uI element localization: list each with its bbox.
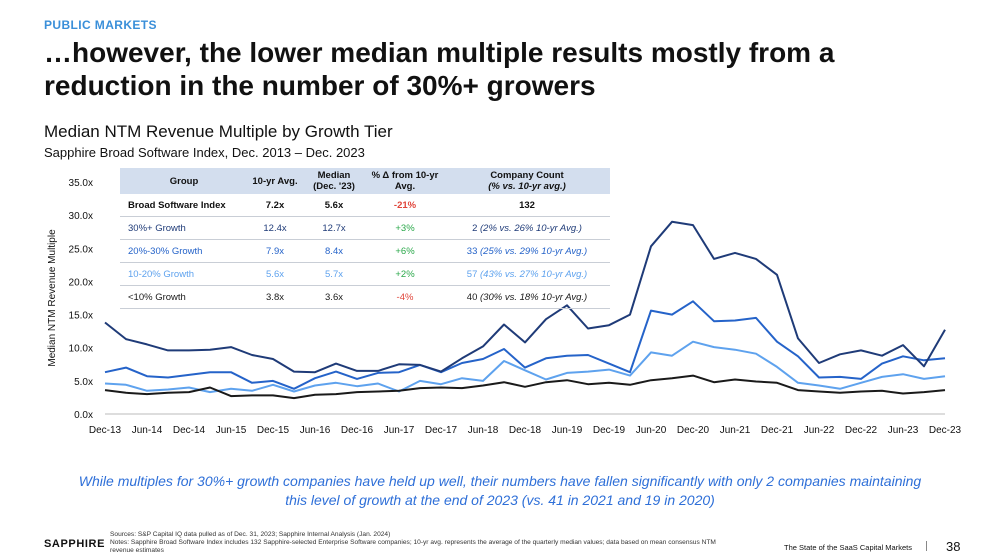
- x-tick-label: Jun-20: [636, 425, 667, 436]
- y-tick-label: 30.0x: [69, 211, 93, 222]
- series-line: [104, 374, 946, 400]
- page-title: …however, the lower median multiple resu…: [44, 37, 835, 101]
- footnote: Sources: S&P Capital IQ data pulled as o…: [110, 531, 740, 555]
- row-avg: 7.2x: [248, 194, 302, 217]
- table-header-row: Group 10-yr Avg. Median (Dec. '23) % Δ f…: [120, 168, 610, 194]
- x-tick-label: Dec-21: [761, 425, 794, 436]
- row-delta: +2%: [366, 262, 444, 286]
- row-median: 12.7x: [302, 216, 366, 240]
- row-group: Broad Software Index: [120, 194, 248, 217]
- footnote-notes: Notes: Sapphire Broad Software Index inc…: [110, 539, 716, 554]
- y-tick-label: 35.0x: [69, 178, 93, 189]
- col-header-delta: % Δ from 10-yr Avg.: [366, 168, 444, 194]
- y-axis-label: Median NTM Revenue Multiple: [47, 229, 58, 367]
- row-median: 5.6x: [302, 194, 366, 217]
- row-group: 20%-30% Growth: [120, 239, 248, 263]
- col-header-median: Median (Dec. '23): [302, 168, 366, 194]
- chart-subtitle: Sapphire Broad Software Index, Dec. 2013…: [44, 145, 365, 160]
- row-avg: 5.6x: [248, 262, 302, 286]
- footnote-source: Sources: S&P Capital IQ data pulled as o…: [110, 531, 391, 538]
- x-tick-label: Jun-18: [468, 425, 499, 436]
- y-tick-label: 15.0x: [69, 311, 93, 322]
- table-row: Broad Software Index 7.2x 5.6x -21% 132: [120, 194, 610, 217]
- x-tick-label: Dec-23: [929, 425, 962, 436]
- row-count: 40 (30% vs. 18% 10-yr Avg.): [444, 285, 610, 309]
- col-header-avg: 10-yr Avg.: [248, 168, 302, 194]
- row-median: 5.7x: [302, 262, 366, 286]
- row-delta: +6%: [366, 239, 444, 263]
- row-avg: 7.9x: [248, 239, 302, 263]
- row-count-note: (43% vs. 27% 10-yr Avg.): [480, 268, 588, 280]
- x-tick-label: Jun-16: [300, 425, 331, 436]
- row-count-value: 40: [466, 291, 478, 303]
- x-tick-label: Dec-17: [425, 425, 458, 436]
- row-count-note: (30% vs. 18% 10-yr Avg.): [480, 291, 588, 303]
- row-count-value: 132: [519, 199, 535, 211]
- y-tick-label: 5.0x: [74, 377, 93, 388]
- row-count-value: 2: [472, 222, 478, 234]
- y-tick-label: 25.0x: [69, 244, 93, 255]
- x-tick-label: Dec-20: [677, 425, 710, 436]
- x-tick-label: Dec-16: [341, 425, 374, 436]
- table-row: 10-20% Growth 5.6x 5.7x +2% 57 (43% vs. …: [120, 262, 610, 286]
- x-tick-label: Jun-22: [804, 425, 835, 436]
- x-tick-label: Jun-23: [888, 425, 919, 436]
- summary-callout: While multiples for 30%+ growth companie…: [78, 473, 922, 508]
- row-delta: -4%: [366, 285, 444, 309]
- row-count: 2 (2% vs. 26% 10-yr Avg.): [444, 216, 610, 240]
- report-title: The State of the SaaS Capital Markets: [784, 543, 912, 552]
- y-tick-label: 0.0x: [74, 410, 93, 421]
- col-header-count-title: Company Count: [490, 170, 564, 181]
- row-median: 3.6x: [302, 285, 366, 309]
- table-row: <10% Growth 3.8x 3.6x -4% 40 (30% vs. 18…: [120, 285, 610, 309]
- x-tick-label: Dec-13: [89, 425, 122, 436]
- series-line: [104, 340, 946, 394]
- page-number: 38: [946, 539, 961, 554]
- x-tick-label: Jun-15: [216, 425, 247, 436]
- row-avg: 3.8x: [248, 285, 302, 309]
- sapphire-logo: SAPPHIRE: [44, 538, 106, 550]
- x-tick-label: Jun-14: [132, 425, 163, 436]
- col-header-count-sub: (% vs. 10-yr avg.): [488, 181, 566, 192]
- row-avg: 12.4x: [248, 216, 302, 240]
- col-header-group: Group: [120, 168, 248, 194]
- row-count-value: 33: [466, 245, 478, 257]
- table-row: 30%+ Growth 12.4x 12.7x +3% 2 (2% vs. 26…: [120, 216, 610, 240]
- y-tick-label: 10.0x: [69, 344, 93, 355]
- x-tick-label: Dec-22: [845, 425, 878, 436]
- y-tick-label: 20.0x: [69, 277, 93, 288]
- row-delta: -21%: [366, 194, 444, 217]
- row-count-note: (2% vs. 26% 10-yr Avg.): [480, 222, 582, 234]
- table-row: 20%-30% Growth 7.9x 8.4x +6% 33 (25% vs.…: [120, 239, 610, 263]
- footer-divider: [926, 541, 927, 551]
- growth-tier-table: Group 10-yr Avg. Median (Dec. '23) % Δ f…: [120, 168, 610, 309]
- row-group: <10% Growth: [120, 285, 248, 309]
- section-eyebrow: PUBLIC MARKETS: [44, 18, 157, 32]
- x-tick-label: Dec-18: [509, 425, 542, 436]
- x-tick-label: Jun-17: [384, 425, 415, 436]
- row-count: 132: [444, 194, 610, 217]
- row-count: 33 (25% vs. 29% 10-yr Avg.): [444, 239, 610, 263]
- row-count-note: (25% vs. 29% 10-yr Avg.): [480, 245, 588, 257]
- x-tick-label: Jun-21: [720, 425, 751, 436]
- row-group: 10-20% Growth: [120, 262, 248, 286]
- col-header-count: Company Count (% vs. 10-yr avg.): [444, 168, 610, 194]
- row-group: 30%+ Growth: [120, 216, 248, 240]
- x-tick-label: Dec-19: [593, 425, 626, 436]
- row-median: 8.4x: [302, 239, 366, 263]
- row-delta: +3%: [366, 216, 444, 240]
- series-line: [104, 220, 946, 374]
- row-count-value: 57: [466, 268, 478, 280]
- x-tick-label: Jun-19: [552, 425, 583, 436]
- chart-title: Median NTM Revenue Multiple by Growth Ti…: [44, 122, 393, 141]
- x-tick-label: Dec-14: [173, 425, 206, 436]
- series-line: [104, 300, 946, 390]
- x-tick-label: Dec-15: [257, 425, 290, 436]
- row-count: 57 (43% vs. 27% 10-yr Avg.): [444, 262, 610, 286]
